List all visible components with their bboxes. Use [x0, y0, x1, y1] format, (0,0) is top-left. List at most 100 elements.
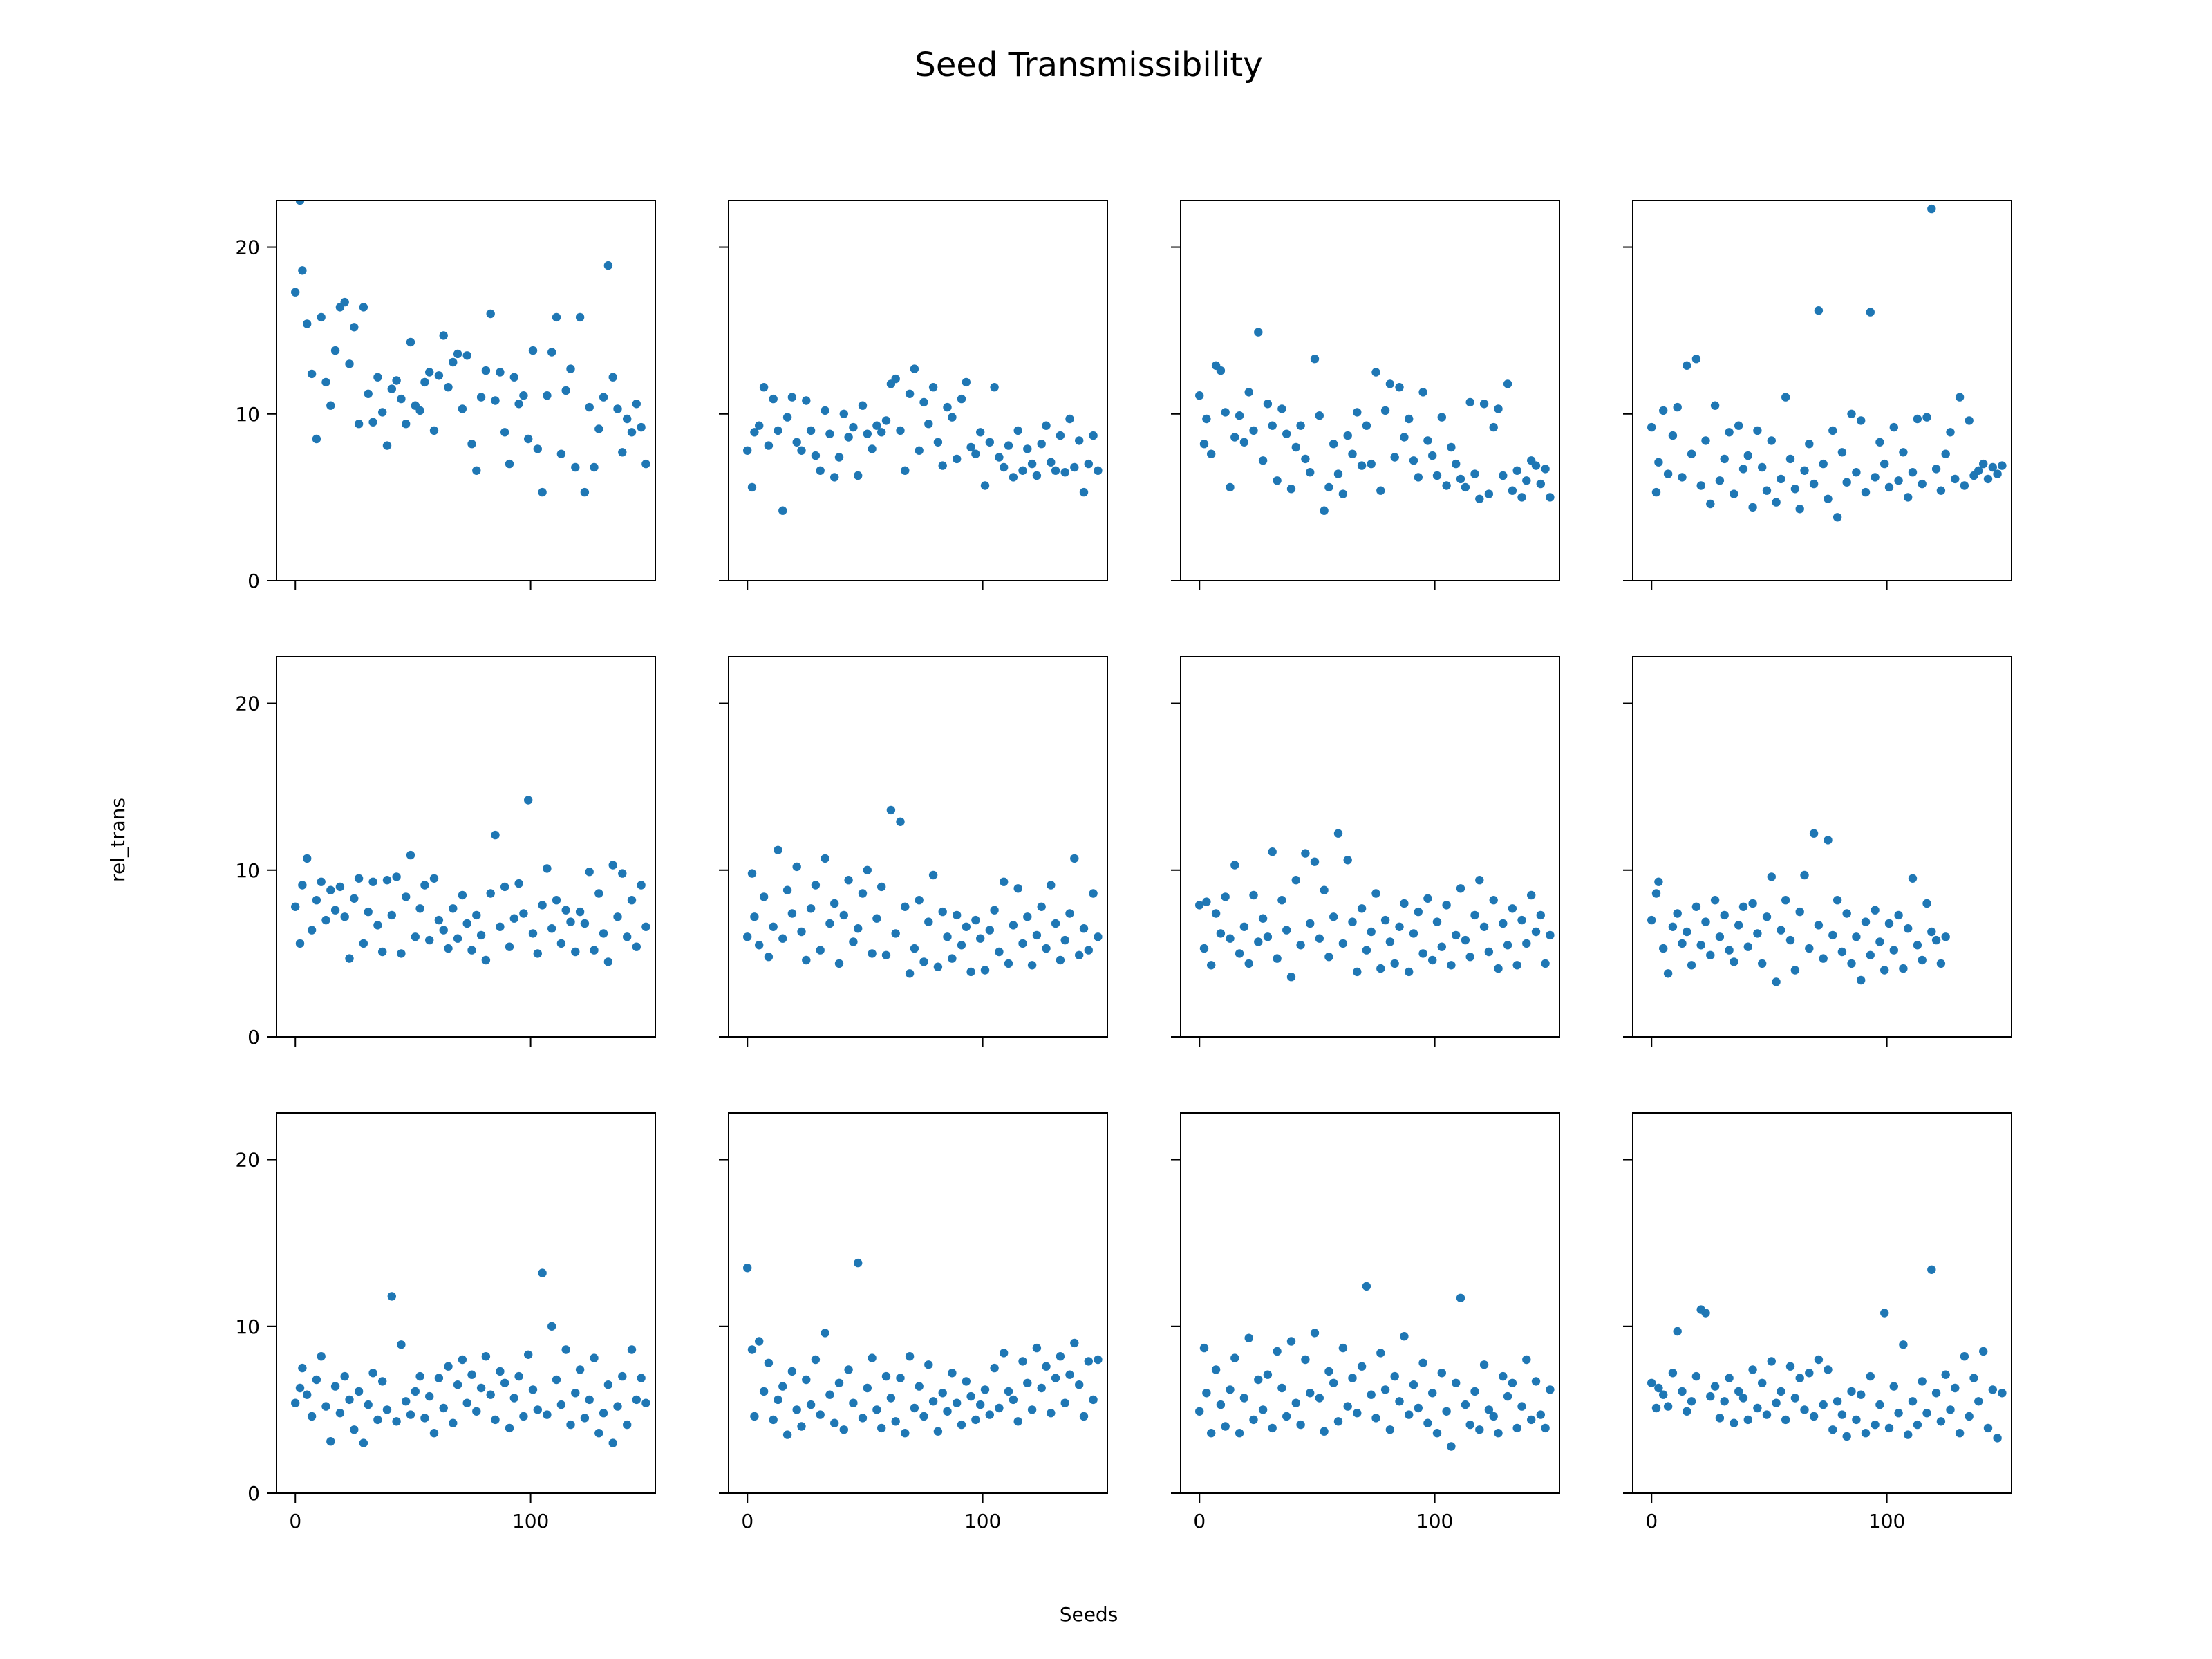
data-point [1291, 1398, 1301, 1407]
data-point [1296, 1420, 1305, 1430]
data-point [575, 907, 585, 917]
data-point [1484, 947, 1494, 957]
data-point [1875, 937, 1884, 946]
data-point [901, 902, 910, 912]
scatter-series [1647, 204, 2007, 522]
y-tick-label: 20 [235, 236, 260, 259]
data-point [1871, 1420, 1880, 1430]
data-point [792, 1405, 801, 1414]
data-point [971, 915, 980, 925]
data-point [1395, 922, 1404, 932]
data-point [755, 421, 764, 430]
data-point [1353, 408, 1362, 417]
data-point [919, 1412, 928, 1421]
data-point [1089, 431, 1098, 440]
data-point [976, 934, 985, 943]
data-point [1927, 204, 1936, 214]
subplot-2-1: 0 100 [719, 1112, 1108, 1533]
y-tick-label: 20 [235, 693, 260, 715]
data-point [580, 1414, 590, 1423]
data-point [415, 406, 424, 415]
data-point [1833, 1397, 1842, 1406]
data-point [1866, 950, 1875, 960]
data-point [1447, 442, 1456, 452]
data-point [1772, 977, 1781, 986]
data-point [1809, 479, 1819, 489]
data-point [1922, 413, 1931, 422]
data-point [863, 1383, 872, 1393]
data-point [1941, 449, 1950, 458]
data-point [849, 937, 858, 946]
data-point [1715, 476, 1725, 485]
data-point [1479, 1360, 1489, 1369]
data-point [1842, 909, 1851, 918]
subplot-2-0: 0 10 20 0 100 [235, 1112, 656, 1533]
data-point [1913, 1420, 1922, 1430]
data-point [1979, 459, 1988, 469]
subplot-frame [1180, 656, 1560, 1038]
data-point [425, 935, 434, 945]
data-point [453, 1380, 462, 1389]
data-point [1199, 1343, 1209, 1353]
subplot-1-0: 0 10 20 [235, 656, 656, 1049]
data-point [1470, 910, 1479, 920]
data-point [811, 1355, 821, 1365]
data-point [1249, 1415, 1258, 1425]
data-point [1508, 1378, 1517, 1388]
data-point [307, 369, 317, 379]
data-point [1195, 391, 1204, 400]
data-point [387, 1292, 396, 1301]
data-point [1023, 444, 1032, 453]
data-point [863, 865, 872, 875]
data-point [509, 1394, 518, 1403]
data-point [924, 1360, 933, 1369]
subplot-2-2: 0 100 [1171, 1112, 1560, 1533]
data-point [580, 919, 590, 928]
data-point [326, 401, 335, 410]
data-point [1819, 1400, 1828, 1409]
data-point [402, 1397, 411, 1406]
data-point [759, 892, 769, 901]
data-point [472, 1407, 481, 1416]
data-point [1880, 966, 1889, 975]
data-point [901, 1429, 910, 1438]
subplot-frame [276, 1112, 656, 1494]
data-point [528, 1385, 538, 1394]
data-point [1979, 1347, 1988, 1356]
data-point [747, 482, 757, 492]
data-point [1857, 1390, 1866, 1399]
data-point [1070, 462, 1079, 472]
data-point [971, 1415, 980, 1425]
data-point [834, 959, 844, 968]
data-point [1390, 959, 1399, 968]
data-point [1442, 481, 1451, 490]
data-point [943, 932, 952, 941]
data-point [453, 934, 462, 943]
data-point [1541, 1423, 1550, 1433]
data-point [849, 1398, 858, 1407]
data-point [806, 904, 816, 913]
data-point [1499, 919, 1508, 928]
data-point [291, 1398, 300, 1407]
data-point [491, 1415, 500, 1425]
data-point [1437, 1369, 1446, 1378]
data-point [1673, 402, 1682, 412]
data-point [608, 861, 617, 870]
data-point [1790, 1394, 1800, 1403]
data-point [373, 373, 382, 382]
data-point [298, 1363, 307, 1373]
data-point [326, 1437, 335, 1446]
data-point [359, 303, 368, 312]
data-point [1800, 1405, 1809, 1414]
data-point [481, 955, 491, 965]
data-point [747, 869, 757, 878]
data-point [1371, 889, 1380, 898]
data-point [1207, 1429, 1216, 1438]
data-point [778, 934, 787, 943]
data-point [1931, 935, 1941, 945]
data-point [764, 953, 774, 962]
data-point [505, 459, 514, 469]
data-point [1489, 1412, 1498, 1421]
data-point [1852, 1415, 1861, 1425]
subplot-frame [1632, 1112, 2012, 1494]
